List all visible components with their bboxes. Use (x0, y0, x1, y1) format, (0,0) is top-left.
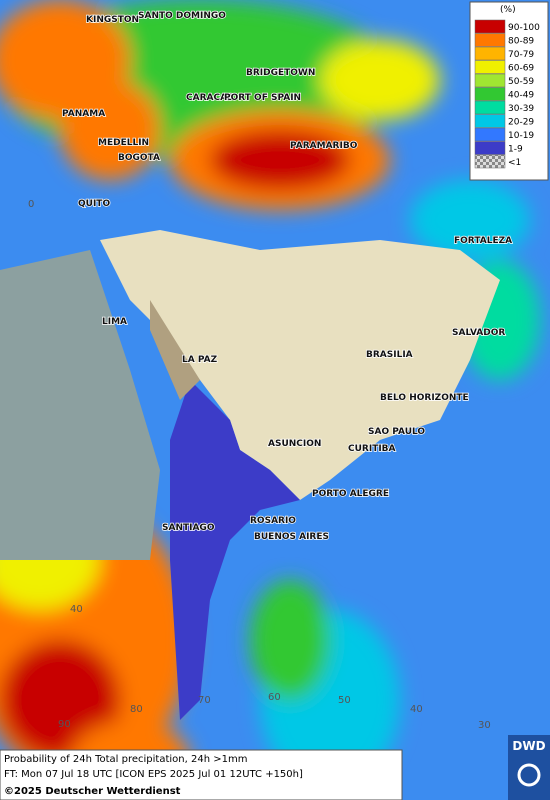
legend-swatch (474, 19, 506, 34)
legend-label: 40-49 (508, 91, 534, 101)
grid-labels: 0 40 90 80 70 60 50 40 30 (28, 199, 491, 731)
grid-label: 30 (478, 720, 491, 731)
city-label: SANTO DOMINGO (138, 11, 226, 21)
grid-label: 80 (130, 704, 143, 715)
city-label: BRASILIA (366, 350, 413, 360)
legend-label: 30-39 (508, 104, 534, 114)
legend-swatch (474, 73, 506, 88)
legend-swatch (474, 87, 506, 101)
legend-swatch (474, 154, 506, 169)
legend-swatch (474, 141, 506, 155)
legend-swatch (474, 33, 506, 47)
city-label: PARAMARIBO (290, 141, 358, 151)
footer-line: Probability of 24h Total precipitation, … (4, 754, 247, 765)
legend-swatch (474, 100, 506, 115)
city-label: FORTALEZA (454, 236, 512, 246)
grid-label: 50 (338, 695, 351, 706)
city-label: BRIDGETOWN (246, 68, 315, 78)
legend-label: 1-9 (508, 145, 523, 155)
grid-label: 70 (198, 695, 211, 706)
footer-line: FT: Mon 07 Jul 18 UTC [ICON EPS 2025 Jul… (4, 769, 303, 780)
city-label: SALVADOR (452, 328, 505, 338)
city-label: LIMA (102, 317, 127, 327)
city-label: BUENOS AIRES (254, 532, 329, 542)
grid-label: 40 (410, 704, 423, 715)
legend-label: 70-79 (508, 50, 534, 60)
city-label: SANTIAGO (162, 523, 215, 533)
grid-label: 90 (58, 719, 71, 730)
city-label: PANAMA (62, 109, 105, 119)
grid-label: 0 (28, 199, 34, 210)
legend-label: <1 (508, 158, 521, 168)
legend-swatch (474, 60, 506, 74)
legend: (%) 90-100 80-89 70-79 60-69 50-59 40-49 30-39… (469, 1, 549, 181)
legend-label: 20-29 (508, 118, 534, 128)
footer-line: ©2025 Deutscher Wetterdienst (4, 786, 181, 797)
city-label: KINGSTON (86, 15, 139, 25)
city-label: CARACAS (186, 93, 234, 103)
city-label: QUITO (78, 199, 110, 209)
logo-text: DWD (512, 739, 545, 753)
city-label: ROSARIO (250, 516, 296, 526)
city-label: ASUNCION (268, 439, 321, 449)
footer: Probability of 24h Total precipitation, … (0, 749, 403, 800)
city-label: MEDELLIN (98, 138, 149, 148)
legend-swatch (474, 127, 506, 142)
legend-swatch (474, 46, 506, 61)
legend-label: 50-59 (508, 77, 534, 87)
city-label: BOGOTA (118, 153, 160, 163)
city-label: PORTO ALEGRE (312, 489, 389, 499)
grid-label: 40 (70, 604, 83, 615)
legend-label: 60-69 (508, 64, 534, 74)
legend-unit: (%) (500, 5, 516, 15)
city-label: BELO HORIZONTE (380, 393, 469, 403)
logo: DWD (508, 735, 550, 800)
city-label: PORT OF SPAIN (224, 93, 301, 103)
city-label: CURITIBA (348, 444, 396, 454)
legend-swatch (474, 114, 506, 128)
legend-label: 10-19 (508, 131, 534, 141)
city-label: LA PAZ (182, 355, 218, 365)
legend-label: 90-100 (508, 23, 540, 33)
legend-label: 80-89 (508, 37, 534, 47)
grid-label: 60 (268, 692, 281, 703)
city-label: SAO PAULO (368, 427, 425, 437)
